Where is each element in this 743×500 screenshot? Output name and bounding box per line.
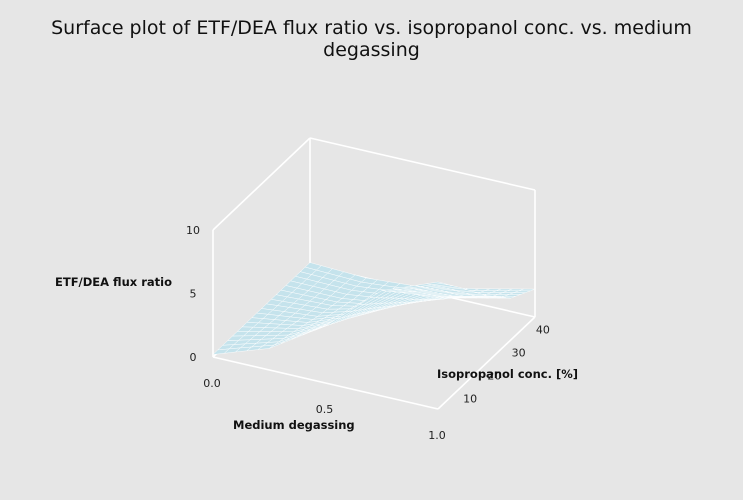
x-tick-label: 1.0 — [428, 429, 446, 442]
x-tick-label: 0.0 — [203, 377, 221, 390]
surface-patch — [426, 281, 443, 286]
z-tick-label: 5 — [190, 288, 197, 301]
x-axis-title: Medium degassing — [233, 418, 355, 432]
box-edge — [212, 356, 439, 410]
z-axis-title: ETF/DEA flux ratio — [55, 275, 172, 289]
surface — [212, 262, 536, 355]
box-edge — [309, 137, 536, 191]
y-tick-label: 30 — [512, 347, 526, 360]
x-tick-label: 0.5 — [316, 403, 334, 416]
tick-labels: 0 5 10 0.0 0.5 1.0 10 20 30 40 — [186, 224, 550, 442]
y-tick-label: 40 — [536, 324, 550, 337]
z-tick-label: 0 — [190, 351, 197, 364]
y-tick-label: 20 — [487, 370, 501, 383]
chart-title: Surface plot of ETF/DEA flux ratio vs. i… — [51, 17, 692, 61]
y-tick-label: 10 — [463, 393, 477, 406]
box-edge — [437, 316, 536, 410]
z-tick-label: 10 — [186, 224, 200, 237]
y-axis-title: Isopropanol conc. [%] — [437, 367, 578, 381]
box-front-edges — [212, 316, 536, 410]
box-edge — [212, 137, 311, 231]
